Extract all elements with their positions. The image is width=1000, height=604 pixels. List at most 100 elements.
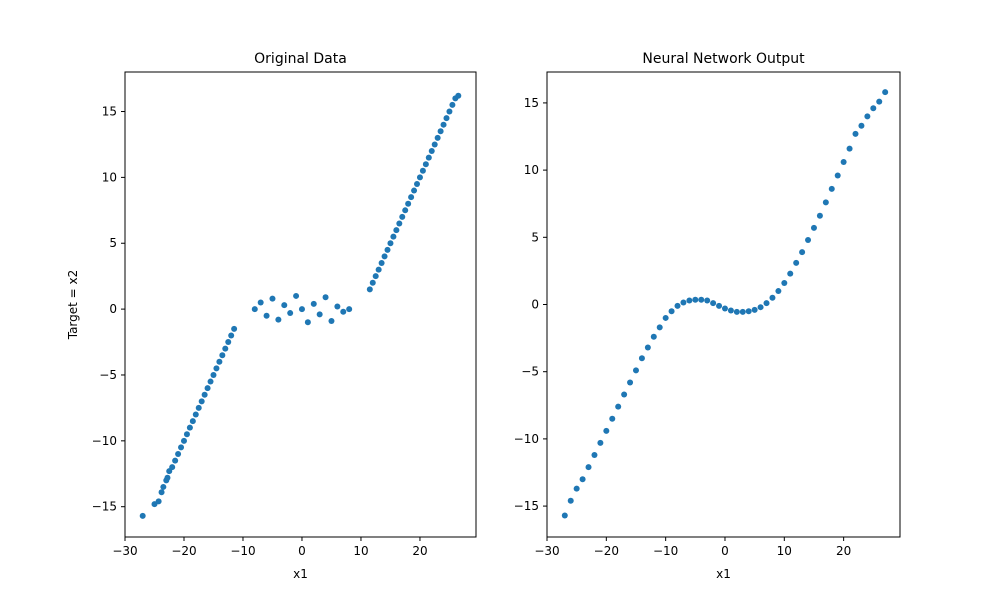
left-data-point xyxy=(160,483,167,490)
left-data-point xyxy=(437,128,444,135)
right-x-tick-label: 0 xyxy=(721,544,729,558)
left-x-tick-label: 0 xyxy=(298,544,306,558)
left-data-point xyxy=(384,246,391,253)
right-y-tick-label: 5 xyxy=(531,230,539,244)
left-data-point xyxy=(381,253,388,260)
left-data-point xyxy=(440,121,447,128)
right-data-point xyxy=(698,296,705,303)
left-data-point xyxy=(269,295,276,302)
left-data-point xyxy=(225,339,232,346)
left-data-point xyxy=(293,292,300,299)
left-data-point xyxy=(310,300,317,307)
left-data-point xyxy=(222,345,229,352)
right-data-point xyxy=(805,236,812,243)
right-data-point xyxy=(793,259,800,266)
right-x-tick-label: 20 xyxy=(836,544,851,558)
right-data-point xyxy=(710,300,717,307)
left-data-point xyxy=(216,358,223,365)
right-x-tick-label: −20 xyxy=(594,544,619,558)
right-data-point xyxy=(597,439,604,446)
left-data-point xyxy=(207,378,214,385)
right-data-point xyxy=(716,302,723,309)
right-x-tick-label: −30 xyxy=(534,544,559,558)
left-data-point xyxy=(189,418,196,425)
left-data-point xyxy=(428,148,435,155)
left-data-point xyxy=(275,316,282,323)
right-x-axis-label: x1 xyxy=(716,567,731,581)
left-data-point xyxy=(169,464,176,471)
left-y-axis: −15 −10 −5 0 5 10 15 xyxy=(92,105,125,514)
right-data-point xyxy=(840,159,847,166)
right-y-axis: −15 −10 −5 0 5 10 15 xyxy=(514,96,547,513)
left-data-point xyxy=(322,294,329,301)
right-data-point xyxy=(632,367,639,374)
right-data-point xyxy=(757,304,764,311)
left-y-tick-label: −10 xyxy=(92,434,117,448)
right-data-point xyxy=(763,300,770,307)
right-x-axis: −30 −20 −10 0 10 20 xyxy=(534,537,851,558)
right-data-point xyxy=(858,122,865,129)
left-x-tick-label: −30 xyxy=(112,544,137,558)
right-data-point xyxy=(799,249,806,256)
left-y-tick-label: 5 xyxy=(109,236,117,250)
right-data-point xyxy=(739,308,746,315)
right-data-point xyxy=(662,314,669,321)
right-data-point xyxy=(603,427,610,434)
left-data-point xyxy=(434,134,441,141)
right-data-point xyxy=(650,333,657,340)
right-data-point xyxy=(579,476,586,483)
left-data-point xyxy=(390,233,397,240)
right-data-point xyxy=(721,305,728,312)
left-data-point xyxy=(183,431,190,438)
left-x-tick-label: −10 xyxy=(230,544,255,558)
left-data-point xyxy=(164,474,171,481)
left-data-point xyxy=(298,306,305,313)
left-data-point xyxy=(334,303,341,310)
right-data-point xyxy=(816,212,823,219)
right-data-point xyxy=(781,280,788,286)
right-plot-frame xyxy=(546,71,901,538)
right-data-point xyxy=(692,296,699,303)
right-data-point xyxy=(704,297,711,304)
left-data-point xyxy=(419,167,426,174)
left-data-point xyxy=(375,266,382,273)
right-data-point xyxy=(674,302,681,309)
left-data-point xyxy=(210,371,217,378)
right-data-point xyxy=(745,308,752,315)
left-y-tick-label: −5 xyxy=(99,368,117,382)
right-data-point xyxy=(822,199,829,206)
left-data-point xyxy=(186,424,193,431)
left-data-point xyxy=(411,187,418,194)
right-data-point xyxy=(686,297,693,304)
right-data-point xyxy=(828,185,835,192)
right-y-tick-label: 15 xyxy=(524,96,539,110)
left-data-point xyxy=(340,308,347,315)
left-data-point xyxy=(402,207,409,214)
left-data-point xyxy=(219,352,226,359)
left-data-point xyxy=(257,299,264,306)
left-data-point xyxy=(316,311,323,318)
left-y-tick-label: 10 xyxy=(102,170,117,184)
left-data-point xyxy=(287,310,294,317)
right-data-point xyxy=(615,403,622,410)
right-data-point xyxy=(870,105,877,112)
right-y-tick-label: 0 xyxy=(531,298,539,312)
left-data-point xyxy=(172,457,179,464)
left-data-point xyxy=(346,306,353,313)
right-data-point xyxy=(864,113,871,120)
left-data-point xyxy=(396,220,403,227)
left-data-point xyxy=(228,332,235,339)
left-data-point xyxy=(414,180,421,187)
right-data-point xyxy=(834,172,841,179)
right-data-point xyxy=(638,355,645,362)
left-y-tick-label: 15 xyxy=(102,105,117,119)
left-data-point xyxy=(366,286,373,293)
left-data-point xyxy=(158,489,165,496)
left-data-point xyxy=(393,227,400,234)
right-data-point xyxy=(627,379,634,386)
left-plot-frame xyxy=(124,71,477,538)
left-y-axis-label: Target = x2 xyxy=(66,270,80,341)
right-y-tick-label: 10 xyxy=(524,163,539,177)
left-x-tick-label: −20 xyxy=(171,544,196,558)
